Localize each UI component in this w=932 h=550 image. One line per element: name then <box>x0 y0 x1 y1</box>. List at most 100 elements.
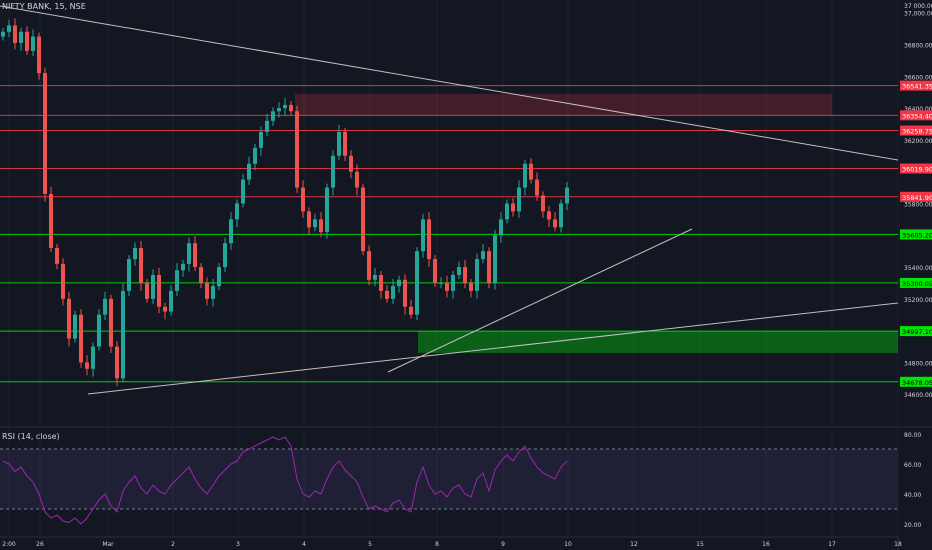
price-axis-tick-label: 37 000.00 <box>904 3 932 10</box>
candle-body <box>133 247 137 260</box>
candle-body <box>49 193 53 248</box>
candle-body <box>463 267 467 283</box>
candle-body <box>223 243 227 268</box>
price-level-badge-label: 36354.40 <box>902 112 932 120</box>
candle-body <box>25 31 29 51</box>
supply-zone <box>295 93 832 116</box>
candle-body <box>535 179 539 196</box>
candle-body <box>139 247 143 283</box>
candle-body <box>7 25 11 32</box>
candle-body <box>313 219 317 228</box>
time-axis-tick-label: 18 <box>894 541 902 548</box>
candle-body <box>199 267 203 283</box>
candle-body <box>391 286 395 299</box>
candle-body <box>127 259 131 291</box>
candle-body <box>277 108 281 112</box>
price-level-badge-label: 34678.05 <box>902 379 932 387</box>
price-level-badge <box>900 376 932 387</box>
candle-body <box>511 203 515 212</box>
candle-body <box>325 187 329 233</box>
candle-body <box>541 195 545 212</box>
candle-body <box>55 247 59 264</box>
time-axis-tick-label: 9 <box>501 541 505 548</box>
candle-body <box>349 155 353 172</box>
candle-body <box>457 267 461 275</box>
price-level-badge <box>900 326 932 337</box>
candle-body <box>367 251 371 280</box>
trend-line <box>87 302 899 395</box>
candle-body <box>427 219 431 260</box>
candle-body <box>187 243 191 264</box>
candle-body <box>385 290 389 299</box>
candle-body <box>259 131 263 148</box>
rsi-axis-tick-label: 60.00 <box>904 462 921 469</box>
candle-body <box>181 263 185 271</box>
time-axis-tick-label: 26 <box>36 541 44 548</box>
time-axis-tick-label: 5 <box>368 541 372 548</box>
candle-body <box>73 314 77 339</box>
candle-body <box>289 104 293 112</box>
candle-body <box>271 111 275 121</box>
candle-body <box>247 163 251 180</box>
time-axis-tick-label: 16 <box>762 541 770 548</box>
candle-body <box>235 203 239 220</box>
rsi-axis-tick-label: 20.00 <box>904 522 921 529</box>
trend-line <box>387 228 693 373</box>
price-level-badge-label: 36541.35 <box>902 83 932 91</box>
candle-body <box>61 263 65 299</box>
price-axis-tick-label: 36800.00 <box>904 43 932 50</box>
candle-body <box>337 131 341 156</box>
candle-body <box>415 251 419 315</box>
price-axis-tick-label: 36400.00 <box>904 106 932 113</box>
candle-body <box>163 306 167 312</box>
candle-body <box>253 147 257 164</box>
price-level-badge <box>900 110 932 121</box>
candle-body <box>193 243 197 268</box>
candle-body <box>283 104 287 109</box>
candle-body <box>451 274 455 291</box>
candle-body <box>439 282 443 284</box>
price-level-badge-label: 35300.05 <box>902 280 932 288</box>
candle-body <box>487 251 491 283</box>
price-level-badge-label: 36019.90 <box>902 166 932 174</box>
candle-body <box>103 298 107 315</box>
candle-body <box>1 31 5 37</box>
candle-body <box>79 314 83 363</box>
candle-body <box>481 251 485 260</box>
candle-body <box>409 306 413 315</box>
candle-body <box>145 282 149 299</box>
candle-body <box>175 270 179 291</box>
candle-body <box>307 211 311 228</box>
price-level-badge-label: 35841.90 <box>902 194 932 202</box>
candle-body <box>43 73 47 194</box>
candle-body <box>97 314 101 347</box>
candle-body <box>493 235 497 283</box>
candle-body <box>157 274 161 307</box>
price-level-badge <box>900 125 932 136</box>
candle-body <box>295 111 299 188</box>
candle-body <box>355 171 359 188</box>
candle-body <box>397 279 401 287</box>
time-axis-tick-label: 8 <box>435 541 439 548</box>
price-level-badge <box>900 80 932 91</box>
time-axis-tick-label: 15 <box>696 541 704 548</box>
candle-body <box>229 219 233 244</box>
price-level-badge-label: 36258.75 <box>902 128 932 136</box>
candle-body <box>217 267 221 287</box>
candle-body <box>121 290 125 379</box>
candle-body <box>169 290 173 312</box>
candle-body <box>433 259 437 283</box>
candle-body <box>109 298 113 347</box>
candle-body <box>85 362 89 369</box>
price-axis-tick-label: 36200.00 <box>904 138 932 145</box>
candle-body <box>37 36 41 74</box>
candle-body <box>403 279 407 307</box>
candle-body <box>361 187 365 252</box>
price-level-badge-label: 35605.20 <box>902 231 932 239</box>
time-axis-tick-label: 3 <box>236 541 240 548</box>
candle-body <box>445 282 449 291</box>
price-axis-tick-label: 35400.00 <box>904 265 932 272</box>
price-level-badge <box>900 191 932 202</box>
